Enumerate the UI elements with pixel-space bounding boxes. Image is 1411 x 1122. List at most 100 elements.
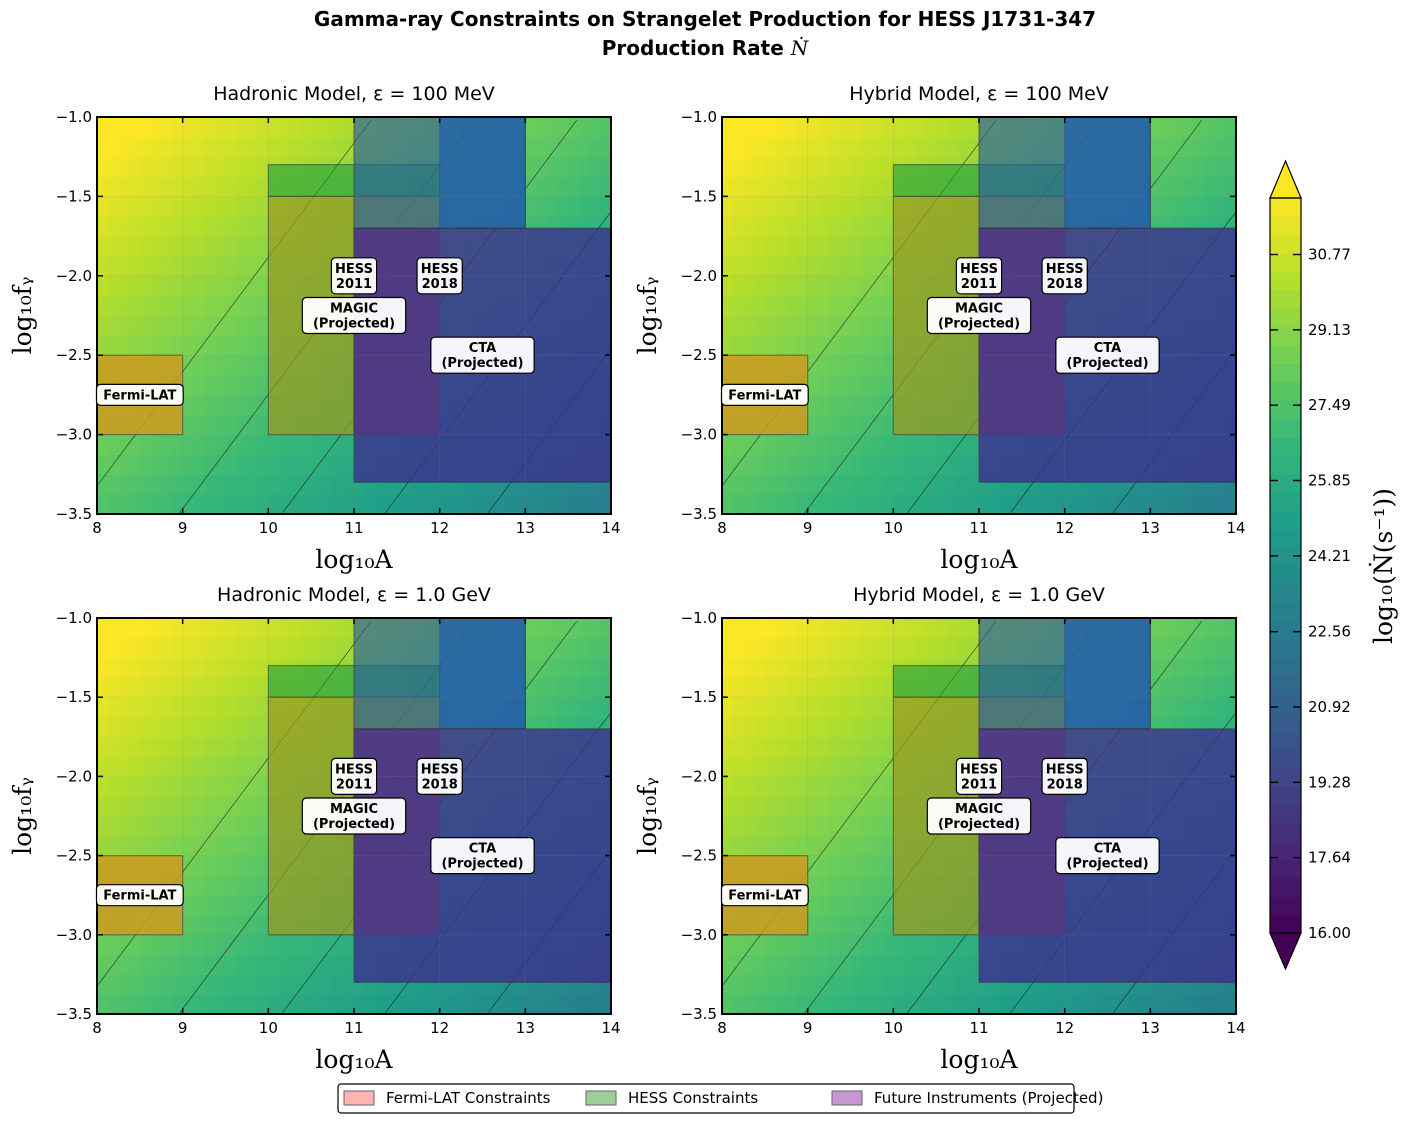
heatmap-cell bbox=[764, 736, 777, 758]
heatmap-cell bbox=[332, 117, 344, 138]
heatmap-cell bbox=[732, 474, 745, 495]
heatmap-cell bbox=[743, 637, 755, 659]
heatmap-cell bbox=[818, 176, 830, 197]
heatmap-cell bbox=[925, 934, 937, 956]
heatmap-cell bbox=[139, 156, 152, 178]
heatmap-cell bbox=[204, 637, 216, 659]
heatmap-cell bbox=[246, 776, 259, 797]
heatmap-cell bbox=[118, 835, 130, 857]
heatmap-cell bbox=[182, 275, 194, 297]
colorbar-band bbox=[1270, 308, 1301, 328]
heatmap-cell bbox=[957, 454, 969, 475]
heatmap-cell bbox=[925, 434, 937, 456]
heatmap-cell bbox=[871, 176, 884, 197]
heatmap-cell bbox=[839, 736, 852, 758]
heatmap-cell bbox=[850, 275, 862, 297]
colorbar-extend-top bbox=[1269, 159, 1302, 199]
heatmap-cell bbox=[1182, 117, 1194, 138]
heatmap-cell bbox=[925, 637, 937, 659]
y-tick-label: −2.0 bbox=[681, 267, 717, 285]
heatmap-cell bbox=[139, 196, 152, 217]
heatmap-cell bbox=[525, 717, 537, 738]
heatmap-cell bbox=[807, 255, 819, 277]
heatmap-cell bbox=[818, 474, 830, 495]
heatmap-cell bbox=[722, 494, 734, 514]
heatmap-cell bbox=[882, 434, 894, 456]
heatmap-cell bbox=[764, 816, 777, 837]
heatmap-cell bbox=[461, 494, 473, 514]
heatmap-cell bbox=[536, 474, 548, 495]
heatmap-cell bbox=[968, 637, 980, 659]
annotation-cta-projected-: CTA(Projected) bbox=[430, 336, 535, 374]
heatmap-cell bbox=[461, 474, 473, 495]
heatmap-cell bbox=[182, 618, 194, 639]
heatmap-cell bbox=[246, 216, 259, 237]
y-tick-label: −3.0 bbox=[681, 426, 717, 444]
heatmap-cell bbox=[904, 136, 916, 158]
heatmap-cell bbox=[461, 974, 473, 995]
heatmap-cell bbox=[925, 454, 937, 475]
heatmap-cell bbox=[118, 117, 130, 138]
heatmap-cell bbox=[936, 637, 948, 659]
heatmap-cell bbox=[1225, 117, 1236, 138]
heatmap-cell bbox=[118, 136, 130, 158]
colorbar-band bbox=[1270, 289, 1301, 309]
heatmap-cell bbox=[428, 994, 441, 1014]
heatmap-cell bbox=[482, 474, 494, 495]
heatmap-cell bbox=[578, 216, 591, 237]
heatmap-cell bbox=[171, 335, 184, 356]
heatmap-cell bbox=[461, 994, 473, 1014]
heatmap-cell bbox=[214, 835, 227, 857]
heatmap-cell bbox=[839, 136, 852, 158]
heatmap-cell bbox=[754, 717, 766, 738]
heatmap-cell bbox=[118, 236, 130, 257]
heatmap-cell bbox=[107, 974, 120, 995]
heatmap-cell bbox=[1150, 216, 1162, 237]
heatmap-cell bbox=[850, 236, 862, 257]
heatmap-cell bbox=[1203, 697, 1216, 718]
heatmap-cell bbox=[850, 355, 862, 376]
heatmap-cell bbox=[107, 275, 120, 297]
heatmap-cell bbox=[354, 974, 366, 995]
heatmap-cell bbox=[600, 618, 611, 639]
heatmap-cell bbox=[1214, 494, 1226, 514]
heatmap-cell bbox=[850, 255, 862, 277]
heatmap-cell bbox=[914, 136, 927, 158]
heatmap-cell bbox=[246, 454, 259, 475]
annotation-text: HESS bbox=[421, 762, 459, 777]
heatmap-cell bbox=[764, 776, 777, 797]
heatmap-cell bbox=[882, 915, 894, 936]
heatmap-cell bbox=[150, 717, 162, 738]
heatmap-cell bbox=[861, 717, 873, 738]
heatmap-cell bbox=[182, 994, 194, 1014]
heatmap-cell bbox=[225, 156, 237, 178]
colorbar-extend-bottom bbox=[1269, 932, 1302, 971]
heatmap-cell bbox=[882, 697, 894, 718]
annotation-text: MAGIC bbox=[955, 802, 1003, 817]
heatmap-cell bbox=[807, 394, 819, 416]
heatmap-cell bbox=[257, 255, 269, 277]
heatmap-cell bbox=[536, 216, 548, 237]
heatmap-cell bbox=[936, 954, 948, 975]
heatmap-cell bbox=[514, 974, 526, 995]
heatmap-cell bbox=[236, 657, 248, 678]
heatmap-cell bbox=[557, 474, 569, 495]
heatmap-cell bbox=[732, 176, 745, 197]
heatmap-cell bbox=[829, 618, 841, 639]
annotation-box bbox=[430, 336, 535, 374]
heatmap-cell bbox=[246, 255, 259, 277]
heatmap-cell bbox=[300, 974, 312, 995]
heatmap-cell bbox=[829, 315, 841, 336]
heatmap-cell bbox=[471, 994, 484, 1014]
heatmap-cell bbox=[396, 474, 409, 495]
heatmap-cell bbox=[829, 335, 841, 356]
heatmap-cell bbox=[732, 275, 745, 297]
heatmap-cell bbox=[850, 974, 862, 995]
heatmap-cell bbox=[861, 494, 873, 514]
heatmap-cell bbox=[204, 974, 216, 995]
heatmap-cell bbox=[1225, 156, 1236, 178]
heatmap-cell bbox=[850, 756, 862, 777]
heatmap-cell bbox=[850, 895, 862, 916]
heatmap-cell bbox=[1214, 657, 1226, 678]
heatmap-cell bbox=[439, 494, 451, 514]
